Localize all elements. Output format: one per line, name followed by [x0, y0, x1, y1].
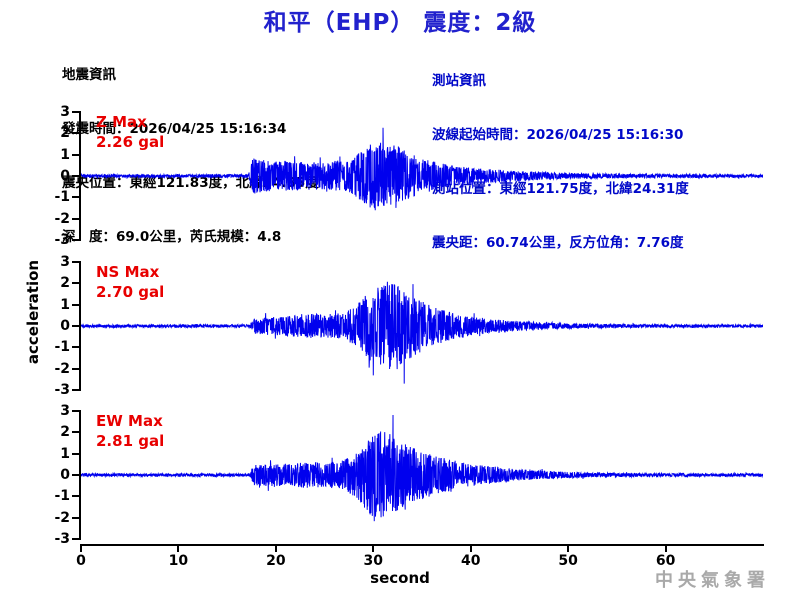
- max-value-label-ew: EW Max 2.81 gal: [96, 411, 164, 451]
- y-tick-mark: [72, 325, 79, 327]
- x-tick-mark: [274, 546, 277, 552]
- y-tick-label: 2: [60, 275, 70, 292]
- max-value-label-ns: NS Max 2.70 gal: [96, 262, 164, 302]
- y-tick-label: 1: [60, 146, 70, 163]
- trace-panel-z: Z Max 2.26 gal 3 2 1 0 -1 -2 -3: [0, 104, 800, 248]
- y-tick-mark: [72, 388, 79, 391]
- y-tick-mark: [72, 452, 79, 455]
- y-tick-mark: [72, 410, 79, 412]
- x-tick-label: 0: [76, 553, 86, 569]
- y-axis-line: [79, 111, 81, 241]
- y-tick-label: 2: [60, 125, 70, 142]
- component-name: EW Max: [96, 412, 163, 430]
- trace-panel-ns: NS Max 2.70 gal 3 2 1 0 -1 -2 -3: [0, 254, 800, 398]
- y-tick-label: 1: [60, 296, 70, 313]
- waveform-z: [81, 108, 763, 244]
- y-tick-label: 3: [60, 254, 70, 271]
- y-tick-label: -1: [54, 488, 70, 505]
- y-axis-line: [79, 261, 81, 391]
- station-info-heading: 測站資訊: [432, 73, 486, 89]
- x-tick-label: 60: [655, 553, 676, 569]
- x-axis-line: [80, 544, 764, 546]
- wave-start-time-line: 波線起始時間：2026/04/25 15:16:30: [432, 127, 684, 143]
- y-tick-mark: [72, 153, 79, 156]
- y-tick-label: -2: [54, 210, 70, 227]
- y-tick-label: -3: [54, 530, 70, 547]
- y-tick-mark: [72, 238, 79, 241]
- origin-time-line: 發震時間：2026/04/25 15:16:34: [62, 121, 287, 137]
- x-tick-mark: [80, 546, 82, 552]
- x-axis-label: second: [370, 569, 430, 587]
- component-max-value: 2.81 gal: [96, 432, 165, 450]
- y-tick-mark: [72, 217, 79, 220]
- depth-magnitude-line: 深 度：69.0公里，芮氏規模：4.8: [62, 229, 282, 245]
- x-tick-mark: [664, 546, 667, 552]
- station-info-block: 測站資訊 波線起始時間：2026/04/25 15:16:30 測站位置：東經1…: [432, 36, 689, 288]
- y-tick-label: 1: [60, 445, 70, 462]
- y-tick-label: 0: [60, 467, 70, 483]
- y-tick-mark: [72, 196, 79, 199]
- y-axis-line: [79, 410, 81, 540]
- component-max-value: 2.70 gal: [96, 283, 165, 301]
- station-location-line: 測站位置：東經121.75度，北緯24.31度: [432, 181, 689, 197]
- y-tick-label: -3: [54, 381, 70, 398]
- y-tick-mark: [72, 282, 79, 285]
- y-tick-label: -2: [54, 360, 70, 377]
- max-value-label-z: Z Max 2.26 gal: [96, 112, 164, 152]
- y-tick-label: 0: [60, 168, 70, 184]
- y-tick-label: 2: [60, 424, 70, 441]
- x-tick-mark: [469, 546, 472, 552]
- component-name: NS Max: [96, 263, 160, 281]
- waveform-ew: [81, 407, 763, 543]
- component-max-value: 2.26 gal: [96, 133, 165, 151]
- component-name: Z Max: [96, 113, 147, 131]
- x-tick-mark: [372, 546, 375, 552]
- y-tick-label: -1: [54, 189, 70, 206]
- y-tick-mark: [72, 261, 79, 263]
- y-tick-mark: [72, 474, 79, 476]
- page-title: 和平（EHP） 震度：2級: [263, 10, 537, 36]
- y-tick-label: -1: [54, 339, 70, 356]
- y-tick-label: -2: [54, 509, 70, 526]
- y-tick-mark: [72, 303, 79, 306]
- waveform-ns: [81, 258, 763, 394]
- y-tick-mark: [72, 516, 79, 519]
- y-tick-mark: [72, 111, 79, 113]
- x-tick-label: 30: [363, 553, 384, 569]
- y-tick-label: 3: [60, 104, 70, 121]
- x-tick-label: 10: [168, 553, 189, 569]
- y-tick-mark: [72, 175, 79, 177]
- x-tick-mark: [567, 546, 570, 552]
- trace-panel-ew: EW Max 2.81 gal 3 2 1 0 -1 -2 -3: [0, 403, 800, 547]
- agency-watermark: 中央氣象署: [655, 570, 770, 591]
- y-tick-label: 3: [60, 403, 70, 420]
- y-tick-mark: [72, 537, 79, 540]
- y-tick-mark: [72, 367, 79, 370]
- epicentral-distance-line: 震央距：60.74公里，反方位角：7.76度: [432, 235, 684, 251]
- y-tick-mark: [72, 346, 79, 349]
- earthquake-info-heading: 地震資訊: [62, 67, 116, 83]
- x-tick-label: 20: [266, 553, 286, 569]
- y-tick-label: 0: [60, 318, 70, 334]
- y-tick-label: -3: [54, 231, 70, 248]
- x-tick-mark: [177, 546, 180, 552]
- x-tick-label: 40: [460, 553, 481, 569]
- x-tick-label: 50: [558, 553, 578, 569]
- y-tick-mark: [72, 495, 79, 498]
- y-tick-mark: [72, 431, 79, 434]
- y-tick-mark: [72, 132, 79, 135]
